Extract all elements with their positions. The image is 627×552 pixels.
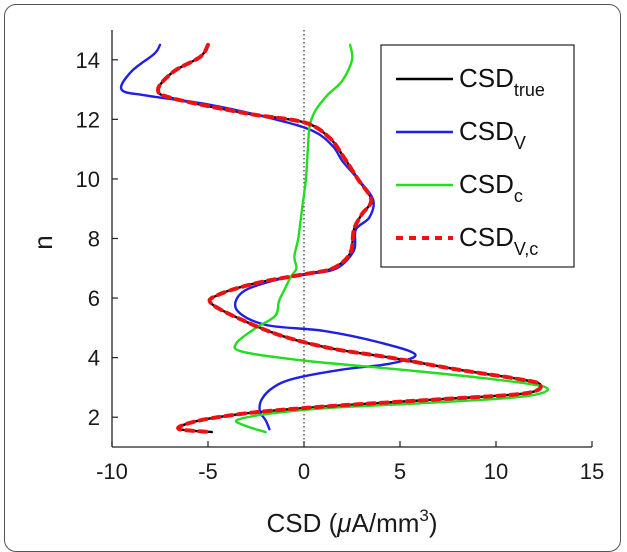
legend-entry-label: CSDV (459, 116, 526, 153)
x-axis-label-part: A/mm (352, 508, 420, 538)
x-tick-label: 0 (298, 459, 310, 484)
x-axis-label: CSD (μA/mm3) (266, 506, 437, 538)
x-tick-label: 10 (484, 459, 508, 484)
y-tick-label: 2 (88, 405, 100, 430)
y-tick-label: 14 (76, 48, 100, 73)
y-tick-label: 12 (76, 107, 100, 132)
series-line-Vc (156, 42, 543, 435)
x-tick-label: 5 (394, 459, 406, 484)
y-axis-label: n (28, 235, 58, 249)
y-tick-label: 8 (88, 227, 100, 252)
x-axis-label-part: 3 (419, 506, 428, 525)
y-tick-label: 6 (88, 286, 100, 311)
x-axis-label-part: ) (429, 508, 438, 538)
x-tick-label: 15 (580, 459, 604, 484)
legend-entry-label: CSDV,c (459, 222, 538, 259)
legend-box (380, 44, 575, 268)
x-tick-label: -10 (96, 459, 128, 484)
x-axis-label-part: CSD ( (266, 508, 337, 538)
legend-entry-label: CSDc (459, 169, 523, 206)
x-axis-label-part: μ (336, 508, 351, 538)
series-line-V (119, 43, 417, 431)
legend-entry-label: CSDtrue (459, 63, 545, 100)
x-tick-label: -5 (198, 459, 218, 484)
y-tick-label: 4 (88, 346, 100, 371)
y-tick-label: 10 (76, 167, 100, 192)
